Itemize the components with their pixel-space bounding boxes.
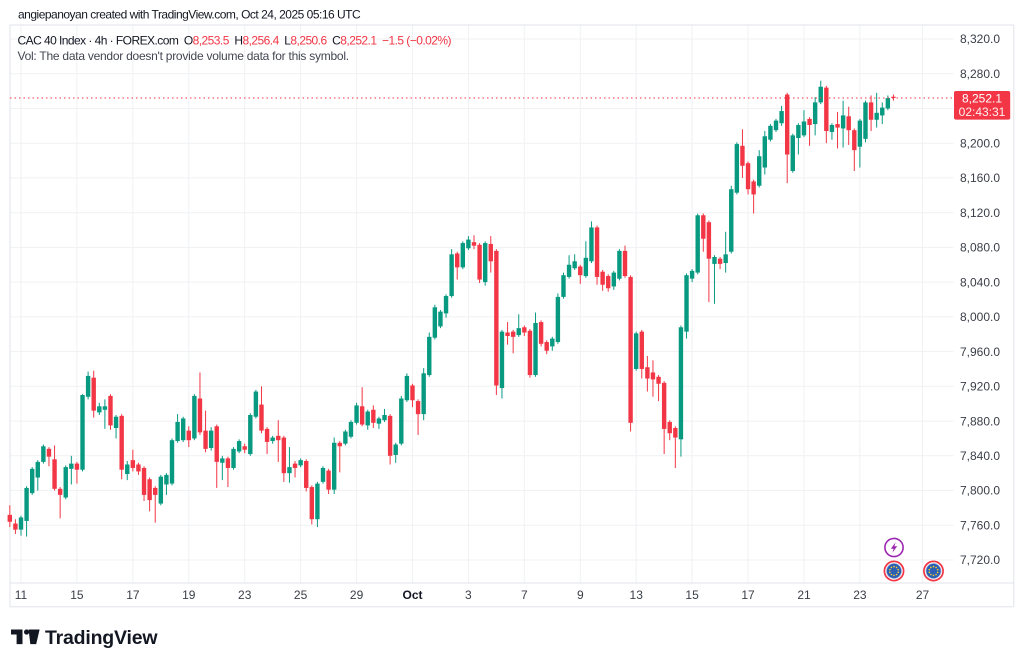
svg-text:23: 23 bbox=[853, 588, 867, 602]
svg-text:Vol: The data vendor doesn't p: Vol: The data vendor doesn't provide vol… bbox=[18, 49, 349, 63]
svg-text:17: 17 bbox=[741, 588, 755, 602]
svg-text:23: 23 bbox=[238, 588, 252, 602]
svg-text:9: 9 bbox=[577, 588, 584, 602]
svg-text:7,920.0: 7,920.0 bbox=[960, 380, 1000, 394]
svg-text:21: 21 bbox=[797, 588, 811, 602]
svg-text:17: 17 bbox=[126, 588, 140, 602]
svg-text:15: 15 bbox=[70, 588, 84, 602]
svg-text:7,840.0: 7,840.0 bbox=[960, 449, 1000, 463]
svg-text:7,760.0: 7,760.0 bbox=[960, 519, 1000, 533]
svg-text:7,880.0: 7,880.0 bbox=[960, 414, 1000, 428]
svg-text:8,080.0: 8,080.0 bbox=[960, 241, 1000, 255]
svg-text:11: 11 bbox=[15, 588, 28, 602]
svg-text:8,252.1: 8,252.1 bbox=[962, 92, 1002, 106]
svg-text:7,800.0: 7,800.0 bbox=[960, 484, 1000, 498]
svg-text:CAC 40 Index · 4h · FOREX.com: CAC 40 Index · 4h · FOREX.com O8,253.5 H… bbox=[18, 34, 452, 48]
svg-text:3: 3 bbox=[465, 588, 472, 602]
svg-text:8,120.0: 8,120.0 bbox=[960, 206, 1000, 220]
svg-text:02:43:31: 02:43:31 bbox=[959, 105, 1006, 119]
svg-text:8,280.0: 8,280.0 bbox=[960, 67, 1000, 81]
svg-text:15: 15 bbox=[685, 588, 699, 602]
svg-text:29: 29 bbox=[350, 588, 364, 602]
svg-text:13: 13 bbox=[630, 588, 644, 602]
svg-text:25: 25 bbox=[294, 588, 308, 602]
svg-text:19: 19 bbox=[182, 588, 196, 602]
svg-text:7,960.0: 7,960.0 bbox=[960, 345, 1000, 359]
svg-text:angiepanoyan created with Trad: angiepanoyan created with TradingView.co… bbox=[18, 8, 361, 22]
svg-text:7: 7 bbox=[521, 588, 528, 602]
svg-text:27: 27 bbox=[916, 588, 930, 602]
svg-text:8,160.0: 8,160.0 bbox=[960, 171, 1000, 185]
svg-text:Oct: Oct bbox=[402, 588, 422, 602]
svg-text:8,000.0: 8,000.0 bbox=[960, 310, 1000, 324]
svg-text:7,720.0: 7,720.0 bbox=[960, 553, 1000, 567]
svg-text:8,200.0: 8,200.0 bbox=[960, 136, 1000, 150]
svg-text:8,320.0: 8,320.0 bbox=[960, 32, 1000, 46]
svg-text:8,040.0: 8,040.0 bbox=[960, 275, 1000, 289]
svg-text:TradingView: TradingView bbox=[45, 627, 158, 649]
